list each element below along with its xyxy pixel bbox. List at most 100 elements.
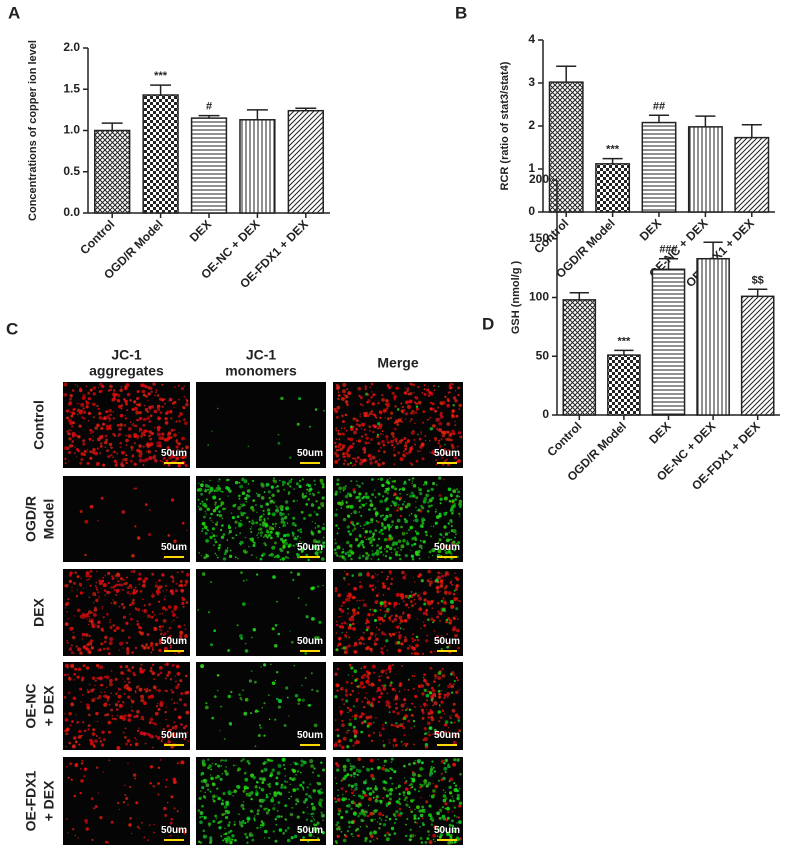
cell-signal: [388, 529, 391, 531]
cell-signal: [372, 534, 375, 536]
cell-signal: [136, 620, 139, 623]
cell-signal: [453, 840, 457, 844]
cell-signal: [448, 574, 450, 576]
cell-signal: [201, 804, 204, 808]
cell-signal: [178, 698, 183, 702]
cell-signal: [383, 600, 387, 604]
cell-signal: [220, 705, 223, 708]
cell-signal: [393, 463, 396, 466]
cell-signal: [444, 723, 448, 727]
cell-signal: [346, 492, 350, 496]
x-tick-label: DEX: [187, 217, 214, 244]
cell-signal: [449, 791, 453, 795]
cell-signal: [224, 769, 228, 773]
cell-signal: [346, 758, 350, 763]
cell-signal: [218, 543, 221, 547]
cell-signal: [178, 398, 180, 401]
cell-signal: [93, 608, 98, 612]
cell-signal: [270, 499, 274, 503]
cell-signal: [110, 628, 112, 630]
cell-signal: [87, 728, 90, 731]
cell-signal: [209, 790, 212, 793]
cell-signal: [360, 427, 363, 430]
cell-signal: [361, 544, 364, 547]
cell-signal: [434, 424, 436, 427]
cell-signal: [280, 537, 284, 542]
cell-signal: [153, 823, 156, 826]
cell-signal: [394, 614, 398, 618]
cell-signal: [123, 673, 126, 675]
cell-signal: [260, 826, 262, 829]
cell-signal: [407, 719, 411, 723]
cell-signal: [185, 445, 189, 450]
cell-signal: [216, 674, 220, 677]
cell-signal: [358, 556, 361, 560]
cell-signal: [457, 646, 461, 650]
cell-signal: [430, 617, 434, 621]
cell-signal: [74, 384, 77, 386]
cell-signal: [348, 664, 352, 667]
cell-signal: [164, 711, 167, 714]
cell-signal: [210, 512, 213, 516]
cell-signal: [275, 824, 278, 826]
micrograph: 50um: [196, 569, 326, 656]
cell-signal: [68, 402, 72, 406]
cell-signal: [99, 389, 103, 393]
scale-bar-label: 50um: [434, 825, 460, 836]
cell-signal: [149, 509, 151, 511]
cell-signal: [388, 739, 390, 741]
cell-signal: [448, 384, 451, 387]
cell-signal: [215, 522, 218, 526]
cell-signal: [149, 765, 154, 769]
cell-signal: [456, 445, 459, 448]
cell-signal: [418, 488, 422, 492]
cell-signal: [316, 689, 319, 693]
cell-signal: [251, 519, 254, 522]
cell-signal: [447, 522, 450, 525]
cell-signal: [414, 530, 417, 533]
cell-signal: [338, 828, 341, 831]
cell-signal: [337, 812, 341, 816]
cell-signal: [243, 479, 248, 484]
cell-signal: [426, 704, 429, 707]
cell-signal: [410, 783, 413, 786]
cell-signal: [410, 549, 412, 552]
cell-signal: [347, 783, 351, 787]
cell-signal: [369, 536, 373, 541]
cell-signal: [441, 674, 446, 678]
cell-signal: [131, 651, 134, 654]
cell-signal: [118, 808, 121, 811]
cell-signal: [449, 433, 453, 436]
micrograph: 50um: [333, 757, 463, 845]
cell-signal: [250, 636, 253, 639]
cell-signal: [351, 689, 355, 693]
cell-signal: [335, 762, 339, 766]
cell-signal: [245, 516, 249, 520]
cell-signal: [378, 812, 382, 816]
cell-signal: [401, 709, 404, 712]
cell-signal: [375, 795, 379, 799]
cell-signal: [345, 636, 347, 638]
cell-signal: [133, 434, 137, 438]
cell-signal: [157, 416, 161, 420]
cell-signal: [338, 625, 342, 629]
cell-signal: [231, 838, 234, 841]
cell-signal: [244, 537, 246, 539]
cell-signal: [427, 385, 429, 387]
cell-signal: [342, 453, 344, 456]
cell-signal: [244, 551, 247, 554]
y-tick-label: 200: [529, 172, 549, 186]
column-header: JC-1: [246, 347, 277, 363]
cell-signal: [430, 711, 434, 714]
cell-signal: [423, 673, 426, 676]
cell-signal: [436, 484, 438, 486]
cell-signal: [388, 513, 393, 518]
cell-signal: [412, 761, 416, 765]
cell-signal: [410, 652, 413, 655]
cell-signal: [121, 450, 125, 455]
cell-signal: [340, 687, 344, 691]
cell-signal: [77, 729, 82, 734]
cell-signal: [394, 743, 398, 747]
cell-signal: [340, 609, 345, 613]
cell-signal: [395, 722, 398, 725]
